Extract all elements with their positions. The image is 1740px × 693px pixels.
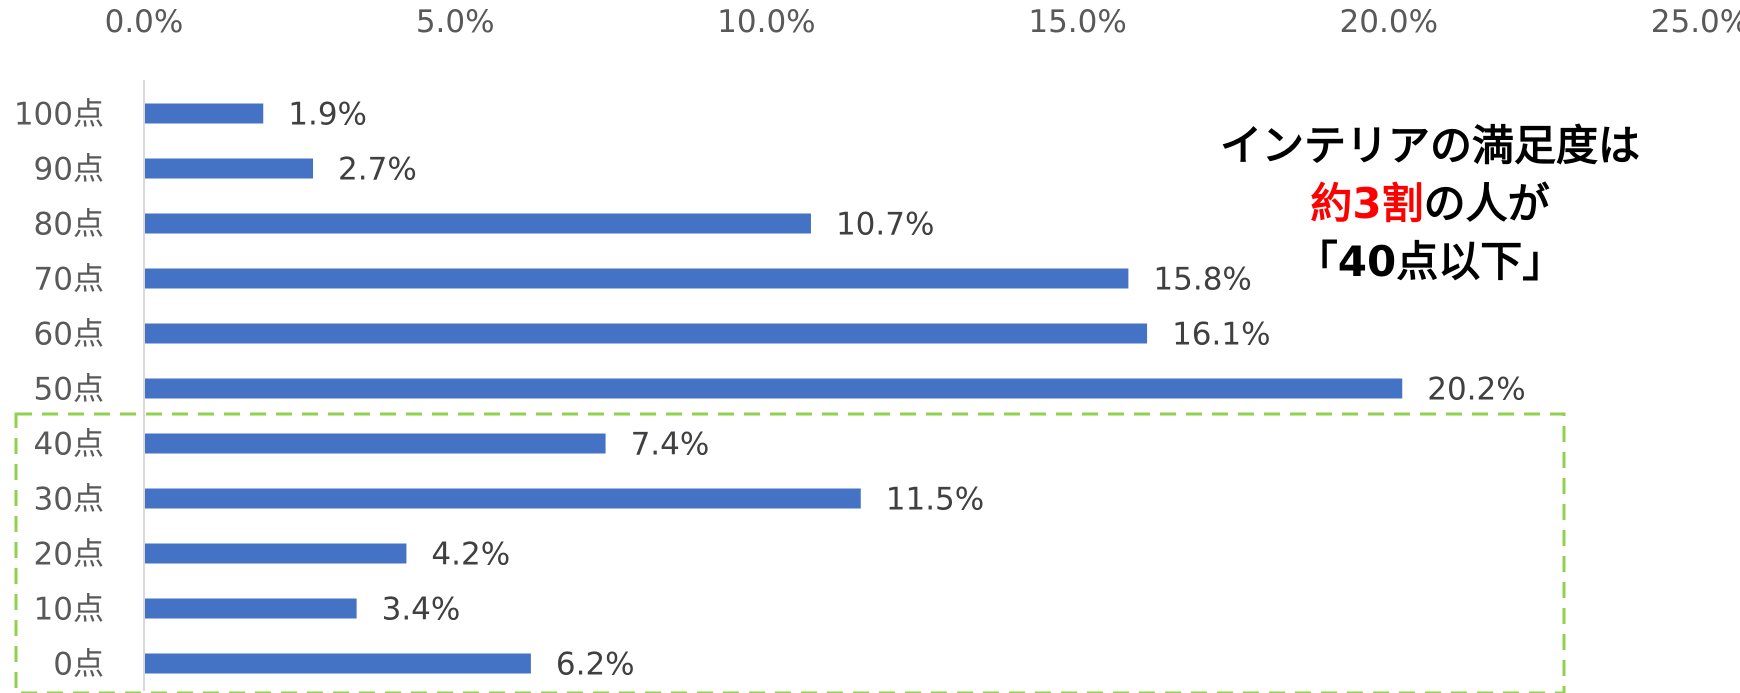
bar xyxy=(145,103,264,124)
category-labels: 100点 90点 80点 70点 60点 50点 40点 30点 20点 10点 0点 xyxy=(14,97,104,683)
bar xyxy=(145,378,1403,399)
data-label: 11.5% xyxy=(886,482,984,518)
data-label: 6.2% xyxy=(556,647,635,683)
annotation-line-2-rest: の人が xyxy=(1424,179,1550,228)
annotation-line-1: インテリアの満足度は xyxy=(1220,121,1640,170)
value-labels: 1.9% 2.7% 10.7% 15.8% 16.1% 20.2% 7.4% 11.5% 4.2… xyxy=(288,97,1525,683)
category-label: 40点 xyxy=(34,427,104,463)
bar xyxy=(145,213,811,234)
annotation: インテリアの満足度は 約3割の人が 「40点以下」 xyxy=(1220,121,1640,286)
bar xyxy=(145,543,407,564)
x-axis-ticks: 0.0% 5.0% 10.0% 15.0% 20.0% 25.0% xyxy=(105,4,1740,40)
data-label: 10.7% xyxy=(836,207,934,243)
category-label: 70点 xyxy=(34,262,104,298)
x-tick-label: 5.0% xyxy=(416,4,495,40)
category-label: 0点 xyxy=(53,647,104,683)
annotation-line-2: 約3割の人が xyxy=(1310,179,1549,228)
data-label: 3.4% xyxy=(382,592,461,628)
x-tick-label: 0.0% xyxy=(105,4,184,40)
category-label: 30点 xyxy=(34,482,104,518)
bar xyxy=(145,653,531,674)
category-label: 60点 xyxy=(34,317,104,353)
category-label: 20点 xyxy=(34,537,104,573)
category-label: 50点 xyxy=(34,372,104,408)
x-tick-label: 15.0% xyxy=(1028,4,1126,40)
data-label: 15.8% xyxy=(1153,262,1251,298)
annotation-highlight: 約3割 xyxy=(1310,179,1423,228)
bar xyxy=(145,268,1129,289)
category-label: 10点 xyxy=(34,592,104,628)
data-label: 1.9% xyxy=(288,97,367,133)
bar xyxy=(145,598,357,619)
data-label: 16.1% xyxy=(1172,317,1270,353)
data-label: 2.7% xyxy=(338,152,417,188)
data-label: 7.4% xyxy=(631,427,710,463)
data-label: 4.2% xyxy=(431,537,510,573)
x-tick-label: 10.0% xyxy=(717,4,815,40)
category-label: 100点 xyxy=(14,97,104,133)
x-tick-label: 20.0% xyxy=(1340,4,1438,40)
highlight-box xyxy=(14,412,1566,693)
bar xyxy=(145,158,314,179)
annotation-line-3: 「40点以下」 xyxy=(1296,237,1564,286)
bar xyxy=(145,433,606,454)
category-label: 90点 xyxy=(34,152,104,188)
category-label: 80点 xyxy=(34,207,104,243)
x-tick-label: 25.0% xyxy=(1651,4,1740,40)
bar xyxy=(145,488,861,509)
bars xyxy=(145,103,1403,674)
bar xyxy=(145,323,1148,344)
data-label: 20.2% xyxy=(1427,372,1525,408)
